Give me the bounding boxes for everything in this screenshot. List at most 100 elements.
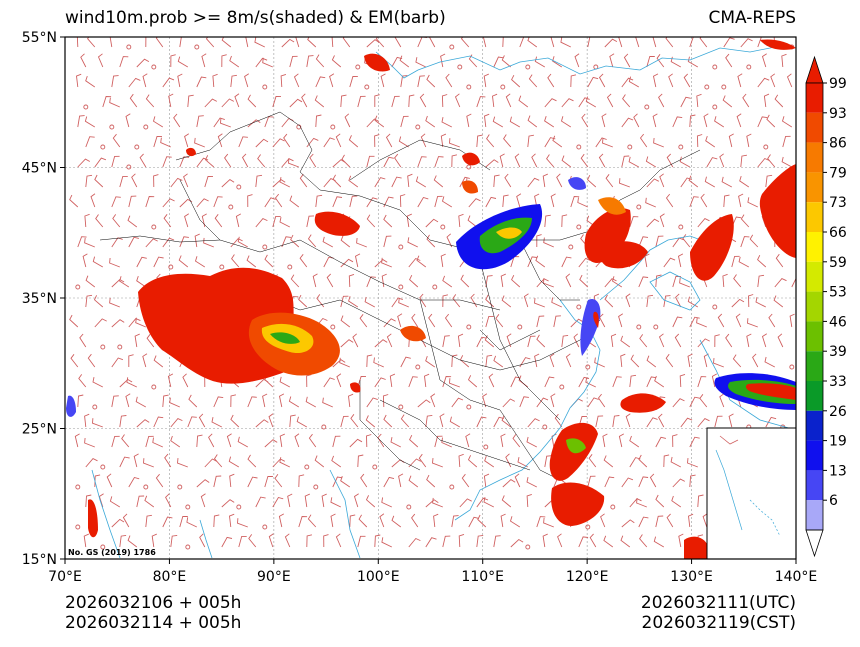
wind-barb (272, 138, 285, 148)
wind-barb (426, 234, 436, 248)
wind-barb (170, 435, 181, 448)
calm-wind-circle (75, 524, 81, 530)
wind-barb (248, 534, 257, 548)
wind-barb (748, 294, 754, 308)
wind-barb (119, 276, 130, 288)
wind-barb (408, 537, 421, 548)
wind-barb (639, 334, 648, 348)
wind-barb (408, 458, 422, 468)
wind-barb (213, 117, 225, 128)
wind-barb (200, 493, 206, 508)
wind-barb (366, 39, 380, 48)
wind-barb (128, 77, 141, 88)
wind-barb (735, 313, 742, 328)
wind-barb (602, 433, 608, 448)
colorbar-label: 99 (829, 76, 847, 92)
wind-barb (459, 355, 470, 368)
wind-barb (119, 415, 127, 428)
wind-barb (656, 54, 665, 68)
wind-barb (723, 194, 730, 208)
wind-barb (308, 433, 317, 448)
colorbar-label: 53 (829, 285, 847, 301)
wind-barb (454, 93, 461, 108)
wind-barb (78, 374, 87, 388)
wind-barb (672, 478, 686, 488)
wind-barb (289, 55, 298, 68)
wind-barb (493, 355, 504, 368)
wind-barb (757, 274, 765, 288)
wind-barb (323, 377, 335, 388)
wind-barb (697, 418, 710, 428)
wind-barb (109, 257, 120, 268)
wind-barb (211, 417, 223, 428)
wind-barb (506, 333, 512, 348)
wind-barb (153, 355, 164, 368)
lat-tick-label: 45°N (22, 161, 57, 177)
wind-barb (721, 176, 733, 188)
wind-barb (389, 373, 396, 388)
wind-barb (696, 93, 702, 108)
wind-barb (408, 376, 418, 388)
calm-wind-circle (398, 284, 404, 290)
wind-barb (519, 357, 531, 368)
wind-barb (740, 38, 753, 48)
wind-barb (446, 233, 453, 248)
wind-barb (670, 456, 682, 468)
wind-barb (221, 54, 227, 68)
wind-barb (638, 454, 648, 468)
calm-wind-circle (262, 244, 268, 250)
wind-barb (638, 476, 649, 488)
wind-barb (517, 457, 529, 468)
wind-barb (449, 378, 460, 388)
wind-barb (528, 74, 538, 88)
wind-barb (551, 433, 557, 448)
wind-barb (144, 495, 155, 508)
wind-barb (84, 213, 90, 228)
wind-barb (451, 154, 458, 168)
wind-barb (366, 397, 378, 408)
wind-barb (426, 74, 436, 88)
wind-barb (214, 214, 223, 228)
wind-barb (518, 95, 529, 108)
valid-time-utc: 2026032111(UTC) (640, 593, 796, 613)
wind-barb (128, 318, 141, 328)
wind-barb (757, 37, 767, 48)
wind-barb (82, 253, 88, 268)
calm-wind-circle (653, 324, 659, 330)
wind-barb (179, 236, 189, 248)
wind-barb (77, 394, 84, 408)
map-credit: No. GS (2019) 1786 (68, 548, 156, 557)
lon-tick-label: 110°E (461, 569, 504, 585)
wind-barb (424, 373, 430, 388)
calm-wind-circle (789, 364, 795, 370)
wind-barb (205, 37, 215, 48)
wind-barb (757, 77, 770, 88)
wind-barb (574, 53, 580, 68)
wind-barb (460, 37, 470, 48)
wind-barb (531, 153, 538, 168)
wind-barb (322, 397, 333, 408)
calm-wind-circle (636, 204, 642, 210)
wind-barb (330, 497, 341, 508)
wind-barb (340, 235, 351, 248)
wind-barb (501, 55, 512, 68)
wind-barb (658, 93, 665, 108)
calm-wind-circle (746, 64, 752, 70)
wind-barb (342, 37, 351, 48)
wind-barb (672, 398, 685, 408)
wind-barb (630, 354, 640, 368)
wind-barb (476, 96, 486, 108)
wind-barb (366, 118, 380, 128)
calm-wind-circle (177, 484, 183, 490)
calm-wind-circle (262, 524, 268, 530)
wind-barb (629, 457, 641, 468)
wind-barb (127, 215, 138, 228)
wind-barb (433, 513, 439, 528)
wind-barb (646, 376, 657, 388)
calm-wind-circle (763, 144, 769, 150)
wind-barb (332, 435, 341, 448)
wind-barb (441, 117, 453, 128)
wind-barb (459, 176, 470, 188)
colorbar-segment (806, 321, 823, 352)
wind-barb (434, 435, 443, 448)
